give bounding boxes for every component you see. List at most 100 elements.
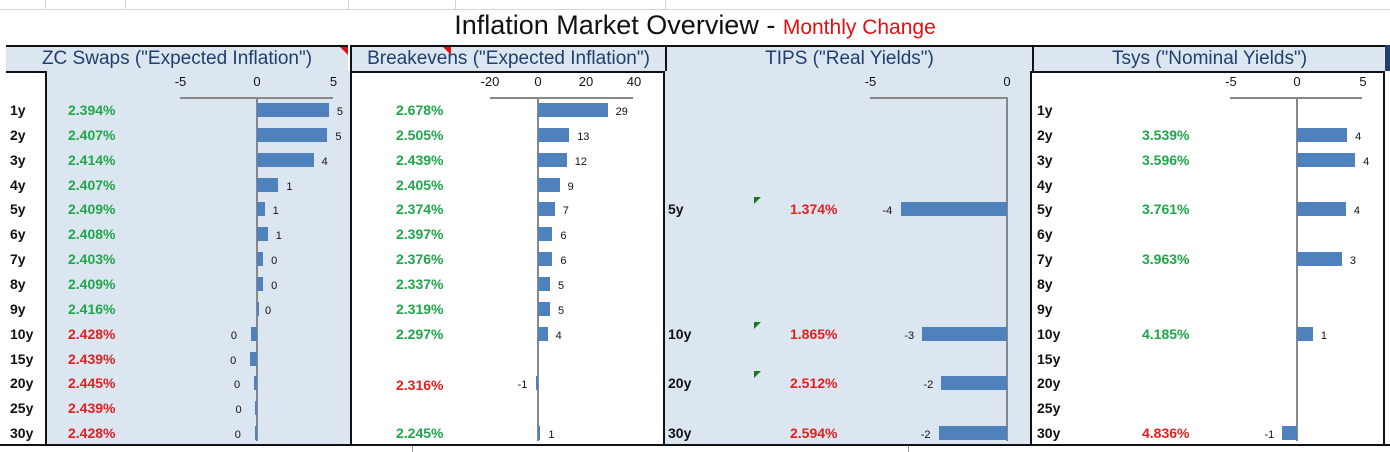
level-value: 3.963% (1142, 251, 1190, 268)
data-label: -4 (882, 205, 893, 218)
level-value: 4.185% (1142, 325, 1190, 342)
tenor-label: 30y (668, 425, 692, 442)
data-label: 1 (275, 230, 282, 243)
tenor-label: 2y (10, 126, 26, 143)
bar (538, 152, 567, 167)
data-label: 5 (335, 130, 342, 143)
tenor-label: 30y (1037, 425, 1061, 442)
tenor-label: 25y (10, 400, 34, 417)
level-value: 3.596% (1142, 151, 1190, 168)
level-value: 2.376% (396, 251, 444, 268)
data-label: 0 (230, 354, 237, 367)
bar (257, 152, 314, 167)
level-value: 2.505% (396, 126, 444, 143)
bar (1297, 127, 1348, 142)
axis-tick-label: -5 (1225, 74, 1237, 89)
data-label: 0 (233, 379, 241, 392)
data-label: 4 (1355, 130, 1362, 143)
bar (941, 376, 1007, 391)
axis-tick-label: 0 (253, 74, 261, 89)
tenor-label: 8y (10, 275, 26, 292)
value-axis-line (490, 97, 633, 99)
data-label: 5 (558, 279, 565, 292)
level-value: 2.245% (396, 425, 444, 442)
zero-line (256, 97, 258, 441)
tenor-label: 20y (1037, 375, 1061, 392)
level-value: 2.337% (396, 275, 444, 292)
bar (900, 202, 1007, 217)
sheet-gridline (45, 0, 46, 10)
level-value: 2.405% (396, 176, 444, 193)
axis-tick-label: 0 (534, 74, 542, 89)
bar (257, 301, 259, 316)
tenor-label: 8y (1037, 275, 1053, 292)
bar (538, 326, 548, 341)
tenor-label: 30y (10, 425, 34, 442)
axis-tick-label: 0 (1293, 74, 1301, 89)
tenor-label: 5y (1037, 201, 1053, 218)
data-label: 0 (235, 404, 242, 417)
level-value: 2.397% (396, 226, 444, 243)
tenor-label: 1y (1037, 102, 1053, 118)
data-label: 13 (577, 130, 590, 143)
tenor-label: 3y (1037, 151, 1053, 168)
comment-indicator-icon (754, 321, 761, 329)
bar (257, 127, 328, 142)
tenor-label: 6y (10, 226, 26, 243)
zero-line (537, 97, 539, 441)
tenor-label: 7y (10, 251, 26, 268)
tenor-label: 6y (1037, 226, 1053, 243)
bar (253, 376, 257, 391)
comment-indicator-icon[interactable] (443, 47, 451, 55)
tenor-label: 9y (1037, 300, 1053, 317)
data-label: 1 (1320, 329, 1327, 342)
level-value: 2.408% (68, 226, 116, 243)
data-label: 3 (1349, 255, 1356, 268)
level-value: 2.414% (68, 151, 116, 168)
level-value: 2.409% (68, 275, 116, 292)
tenor-label: 10y (668, 325, 692, 342)
tenor-label: 20y (10, 375, 34, 392)
bar (538, 103, 608, 117)
bar (1297, 152, 1356, 167)
level-value: 2.439% (68, 350, 116, 367)
level-value: 2.409% (68, 201, 116, 218)
level-value: 3.539% (1142, 126, 1190, 143)
bar (250, 326, 257, 341)
header-breakevens: Breakevens ("Expected Inflation") (350, 45, 665, 73)
tenor-label: 9y (10, 300, 26, 317)
bar (257, 227, 268, 242)
tenor-label: 15y (10, 350, 34, 367)
bar (255, 401, 257, 416)
data-label: 4 (555, 329, 562, 342)
comment-indicator-icon[interactable] (340, 47, 348, 55)
data-label: 4 (1363, 155, 1370, 168)
data-label: 0 (271, 255, 278, 268)
bar (538, 301, 550, 316)
zero-line (1006, 97, 1008, 441)
header-zc-swaps: ZC Swaps ("Expected Inflation") (6, 45, 348, 73)
title-subtitle: Monthly Change (782, 16, 936, 39)
value-axis-line (870, 97, 1007, 99)
data-label: 12 (574, 155, 588, 168)
bar (535, 376, 538, 391)
data-label: -1 (1264, 429, 1275, 442)
tenor-label: 10y (10, 325, 34, 342)
level-value: 2.512% (790, 375, 838, 392)
tenor-label: 3y (10, 151, 26, 168)
axis-tick-label: -5 (174, 74, 187, 89)
level-value: 2.407% (68, 126, 116, 143)
page-title: Inflation Market Overview - Monthly Chan… (0, 10, 1390, 41)
axis-tick-label: -20 (480, 74, 500, 89)
next-column-header-edge (1385, 45, 1390, 71)
axis-tick-label: 5 (329, 74, 338, 89)
level-value: 2.316% (396, 377, 444, 394)
tenor-label: 5y (668, 201, 684, 218)
data-label: 7 (562, 205, 569, 218)
sheet-gridline (125, 0, 126, 10)
data-label: -2 (923, 379, 934, 392)
bar (938, 426, 1007, 441)
data-label: 0 (234, 429, 241, 442)
tenor-label: 4y (10, 176, 26, 193)
level-value: 2.445% (68, 375, 116, 392)
